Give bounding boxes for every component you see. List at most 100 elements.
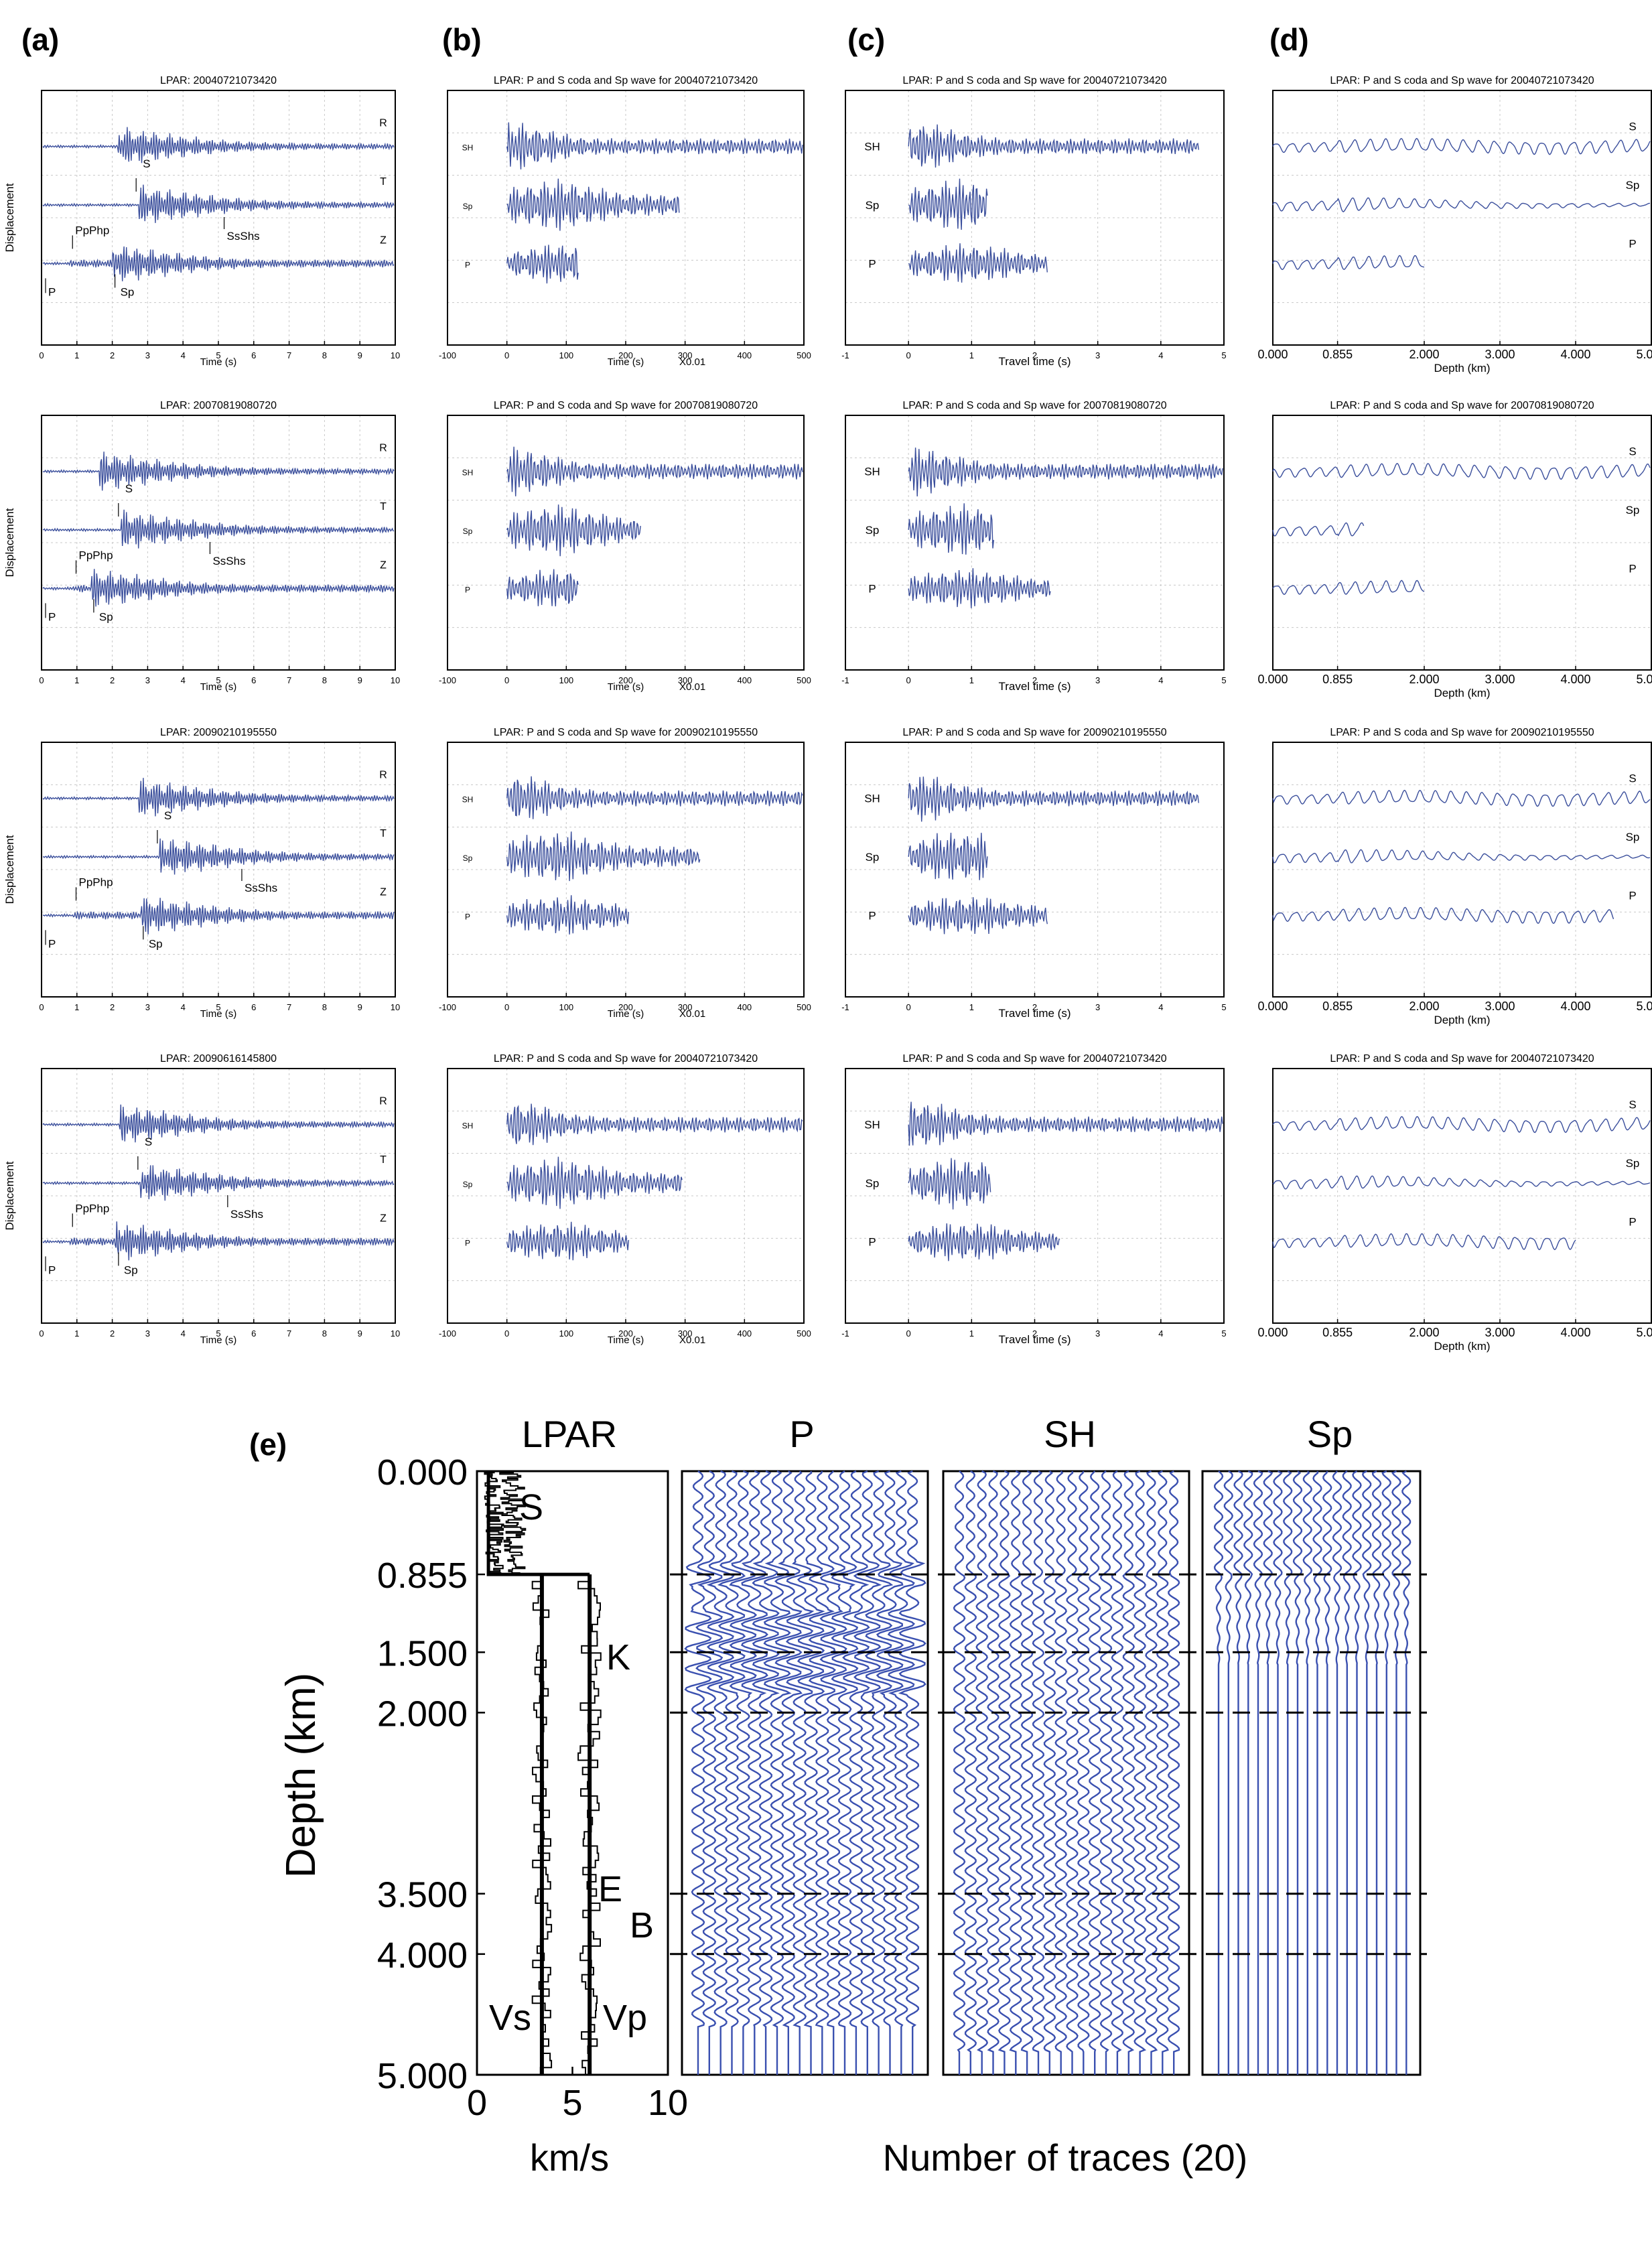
x-tick-label: 1 [969,675,974,685]
trace-s [1272,1115,1651,1134]
panel-title: LPAR: 20090616145800 [160,1053,277,1065]
trace-label-sp: Sp [463,1180,473,1189]
panel-e-ylabel: Depth (km) [278,1673,324,1878]
trace-label-r: R [379,443,387,454]
x-tick-label: 1 [969,1002,974,1012]
x-tick-label: 4 [1158,675,1163,685]
trace-panel-p [681,1470,929,2076]
x-tick-label: 500 [797,1002,811,1012]
trace-label-sp: Sp [463,853,473,863]
trace-sp [908,832,988,880]
trace [842,1470,870,2075]
trace [1302,1471,1312,2075]
trace-z [42,569,395,607]
trace-label-p: P [465,912,470,921]
trace-sh [908,1101,1223,1146]
trace-z [42,898,395,935]
x-tick-label: 2 [1032,675,1037,685]
x-tick-label: 3.000 [1485,673,1515,686]
trace [1066,1471,1079,2075]
trace-label-p: P [868,909,876,922]
panel-c-row-3: LPAR: P and S coda and Sp wave for 20090… [841,727,1226,1020]
x-tick-label: 4.000 [1560,673,1590,686]
trace-label-p: P [868,257,876,270]
trace-p [1272,255,1425,271]
x-tick-label: 4.000 [1560,1000,1590,1013]
panel-a-row-1: LPAR: 20040721073420 0 1 2 3 4 5 6 7 8 9 10 Time (s)… [3,75,400,368]
layer-label-s: S [519,1487,543,1527]
trace-sp [908,178,988,230]
x-tick-label: 3 [1095,1002,1100,1012]
trace-label-s: S [1629,772,1636,785]
trace [1032,1470,1045,2075]
trace [1371,1470,1382,2075]
x-axis-label: Time (s) [200,681,236,693]
panel-b-row-1: LPAR: P and S coda and Sp wave for 20040… [439,75,811,368]
x-tick-label: -1 [841,350,849,360]
trace-label-t: T [380,501,387,512]
trace-sp [506,504,641,557]
trace-label-sp: Sp [1626,504,1640,517]
x-tick-label: 100 [559,1002,573,1012]
x-tick-label: 0 [906,675,911,685]
annotation-label: SsShs [212,555,245,567]
panel-title: LPAR: 20070819080720 [160,400,277,411]
trace [1233,1470,1243,2075]
x-tick-label: 4 [181,1002,186,1012]
x-tick-label: 7 [287,675,291,685]
trace [1122,1470,1135,2075]
x-tick-label: 0.855 [1322,348,1353,361]
x-tick-label: 2.000 [1409,1326,1439,1339]
trace-p [1272,579,1425,596]
trace [1312,1471,1322,2075]
panel-d-row-2: LPAR: P and S coda and Sp wave for 20070… [1257,400,1652,699]
x-tick-label: 1 [74,675,79,685]
panel-title: LPAR: 20040721073420 [160,75,277,86]
annotation-label: PpPhp [79,876,113,888]
trace-sh [908,776,1199,822]
panel-title: LPAR: P and S coda and Sp wave for 20040… [902,1053,1166,1065]
x-axis-label: Depth (km) [1434,687,1490,699]
x-tick-label: 6 [251,1328,256,1339]
x-tick-label: 2 [110,675,115,685]
x-tick-label: 4.000 [1560,1326,1590,1339]
trace-label-sh: SH [462,143,474,153]
panel-letter-b: (b) [442,22,482,57]
trace [953,1471,966,2075]
x-tick-label: 300 [678,675,693,685]
trace [729,1470,758,2075]
x-tick-label: 0 [504,1328,509,1339]
trace-label-p: P [1629,889,1636,902]
annotation-label: Sp [99,610,113,623]
trace-label-z: Z [380,1213,387,1224]
trace-sh [506,1103,803,1146]
panel-d-row-3: LPAR: P and S coda and Sp wave for 20090… [1257,727,1652,1026]
trace [964,1470,977,2075]
trace [876,1470,904,2075]
panel-b-row-3: LPAR: P and S coda and Sp wave for 20090… [439,727,811,1020]
x-tick-label: 5 [1221,1002,1226,1012]
panel-b-row-4: LPAR: P and S coda and Sp wave for 20040… [439,1053,811,1346]
trace [684,1471,712,2075]
x-tick-label: 100 [559,675,573,685]
x-tick-label: -1 [841,675,849,685]
x-tick-label: 200 [618,675,633,685]
x-tick-label: 0 [906,1002,911,1012]
trace-label-sh: SH [864,1119,880,1132]
vp-profile-shallow [499,1471,527,1576]
annotation-label: S [125,482,133,495]
trace [695,1470,724,2075]
vp-label: Vp [603,1998,647,2038]
trace [831,1470,859,2075]
trace-t [42,184,395,223]
x-tick-label: 0 [906,350,911,360]
trace-panel-title-p: P [789,1413,814,1455]
trace-p [506,245,579,284]
trace-label-sp: Sp [1626,831,1640,843]
x-tick-label: 0.000 [1257,348,1288,361]
x-tick-label: 1 [969,1328,974,1339]
x-tick-label: 400 [737,675,752,685]
x-tick-label: 10 [391,1002,400,1012]
trace [706,1470,735,2075]
x-tick-label: 5 [1221,350,1226,360]
